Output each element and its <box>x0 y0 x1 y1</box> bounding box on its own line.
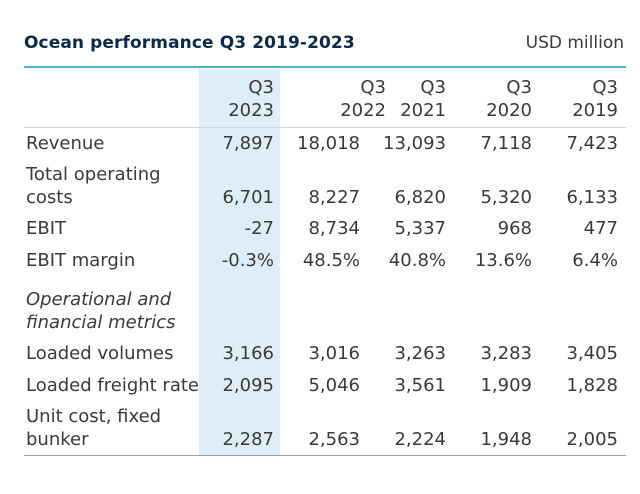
cell-revenue-2021: 13,093 <box>383 133 446 154</box>
highlight-column-2023 <box>199 69 280 455</box>
cell-ebit-margin-2023: -0.3% <box>221 250 274 271</box>
cell-unit-cost-2019: 2,005 <box>566 429 618 450</box>
cell-revenue-2022: 18,018 <box>297 133 360 154</box>
cell-loaded-freight-rate-2023: 2,095 <box>222 375 274 396</box>
col-header-q3-2021-line1: Q3 <box>420 77 446 98</box>
section-heading-line2: financial metrics <box>26 312 176 333</box>
cell-unit-cost-2021: 2,224 <box>394 429 446 450</box>
cell-ebit-2022: 8,734 <box>308 218 360 239</box>
cell-ebit-margin-2022: 48.5% <box>302 250 360 271</box>
cell-ebit-2020: 968 <box>497 218 532 239</box>
table-title: Ocean performance Q3 2019-2023 <box>24 33 355 53</box>
cell-unit-cost-2023: 2,287 <box>222 429 274 450</box>
top-rule <box>24 66 626 68</box>
row-label-loaded-volumes: Loaded volumes <box>26 343 174 364</box>
col-header-q3-2023-line2: 2023 <box>228 100 274 121</box>
cell-loaded-volumes-2022: 3,016 <box>308 343 360 364</box>
ocean-performance-table: Ocean performance Q3 2019-2023 USD milli… <box>24 0 626 494</box>
row-label-ebit: EBIT <box>26 218 67 239</box>
row-label-loaded-freight-rate: Loaded freight rate <box>26 375 199 396</box>
row-label-ebit-margin: EBIT margin <box>26 250 136 271</box>
cell-loaded-freight-rate-2020: 1,909 <box>480 375 532 396</box>
col-header-q3-2023-line1: Q3 <box>248 77 274 98</box>
cell-total-operating-costs-2021: 6,820 <box>394 187 446 208</box>
col-header-q3-2019-line1: Q3 <box>592 77 618 98</box>
section-heading-line1: Operational and <box>26 289 172 310</box>
cell-loaded-freight-rate-2021: 3,561 <box>394 375 446 396</box>
col-header-q3-2019-line2: 2019 <box>572 100 618 121</box>
row-label-total-operating-costs-line2: costs <box>26 187 73 208</box>
row-label-unit-cost-line2: bunker <box>26 429 89 450</box>
cell-loaded-volumes-2019: 3,405 <box>566 343 618 364</box>
row-label-revenue: Revenue <box>26 133 105 154</box>
cell-revenue-2020: 7,118 <box>480 133 532 154</box>
cell-ebit-margin-2019: 6.4% <box>572 250 618 271</box>
cell-total-operating-costs-2023: 6,701 <box>222 187 274 208</box>
cell-loaded-volumes-2020: 3,283 <box>480 343 532 364</box>
cell-total-operating-costs-2019: 6,133 <box>566 187 618 208</box>
cell-unit-cost-2022: 2,563 <box>308 429 360 450</box>
header-divider <box>24 127 626 128</box>
cell-unit-cost-2020: 1,948 <box>480 429 532 450</box>
cell-revenue-2023: 7,897 <box>222 133 274 154</box>
col-header-q3-2021-line2: 2021 <box>400 100 446 121</box>
row-label-total-operating-costs-line1: Total operating <box>26 164 161 185</box>
cell-ebit-2023: -27 <box>244 218 274 239</box>
row-label-unit-cost-line1: Unit cost, fixed <box>26 406 162 427</box>
cell-revenue-2019: 7,423 <box>566 133 618 154</box>
cell-total-operating-costs-2022: 8,227 <box>308 187 360 208</box>
cell-ebit-2019: 477 <box>583 218 618 239</box>
cell-loaded-freight-rate-2019: 1,828 <box>566 375 618 396</box>
bottom-rule <box>24 455 626 456</box>
col-header-q3-2022-line2: 2022 <box>340 100 386 121</box>
col-header-q3-2020-line2: 2020 <box>486 100 532 121</box>
col-header-q3-2022-line1: Q3 <box>360 77 386 98</box>
cell-ebit-2021: 5,337 <box>394 218 446 239</box>
cell-loaded-freight-rate-2022: 5,046 <box>308 375 360 396</box>
cell-loaded-volumes-2021: 3,263 <box>394 343 446 364</box>
cell-loaded-volumes-2023: 3,166 <box>222 343 274 364</box>
cell-ebit-margin-2021: 40.8% <box>388 250 446 271</box>
cell-total-operating-costs-2020: 5,320 <box>480 187 532 208</box>
unit-label: USD million <box>525 33 624 53</box>
col-header-q3-2020-line1: Q3 <box>506 77 532 98</box>
cell-ebit-margin-2020: 13.6% <box>474 250 532 271</box>
